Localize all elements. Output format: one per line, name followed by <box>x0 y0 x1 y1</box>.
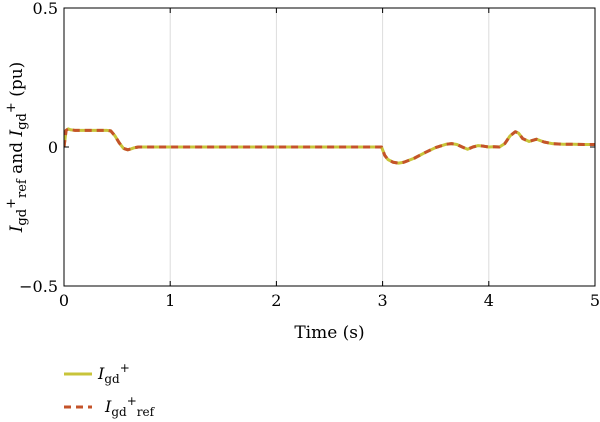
y-tick-label: −0.5 <box>19 277 58 296</box>
x-tick-label: 4 <box>484 291 494 310</box>
x-tick-label: 1 <box>165 291 175 310</box>
x-tick-label: 0 <box>59 291 69 310</box>
series-layer <box>64 127 595 165</box>
y-tick-label: 0 <box>48 138 58 157</box>
series-line-igd-ref <box>64 127 595 165</box>
y-axis-label: Igd+ref and Igd+ (pu) <box>4 62 30 234</box>
y-tick-label: 0.5 <box>33 0 58 18</box>
x-tick-label: 3 <box>378 291 388 310</box>
x-axis-label: Time (s) <box>294 323 364 343</box>
x-tick-label: 2 <box>271 291 281 310</box>
legend-label-igd: Igd+ <box>97 361 130 386</box>
legend-label-igd-ref: Igd+ref <box>104 394 156 419</box>
x-tick-label: 5 <box>590 291 600 310</box>
axis-ticks: 0 1 2 3 4 5−0.500.5 <box>19 0 600 310</box>
legend: Igd+ Igd+ref <box>64 361 156 419</box>
